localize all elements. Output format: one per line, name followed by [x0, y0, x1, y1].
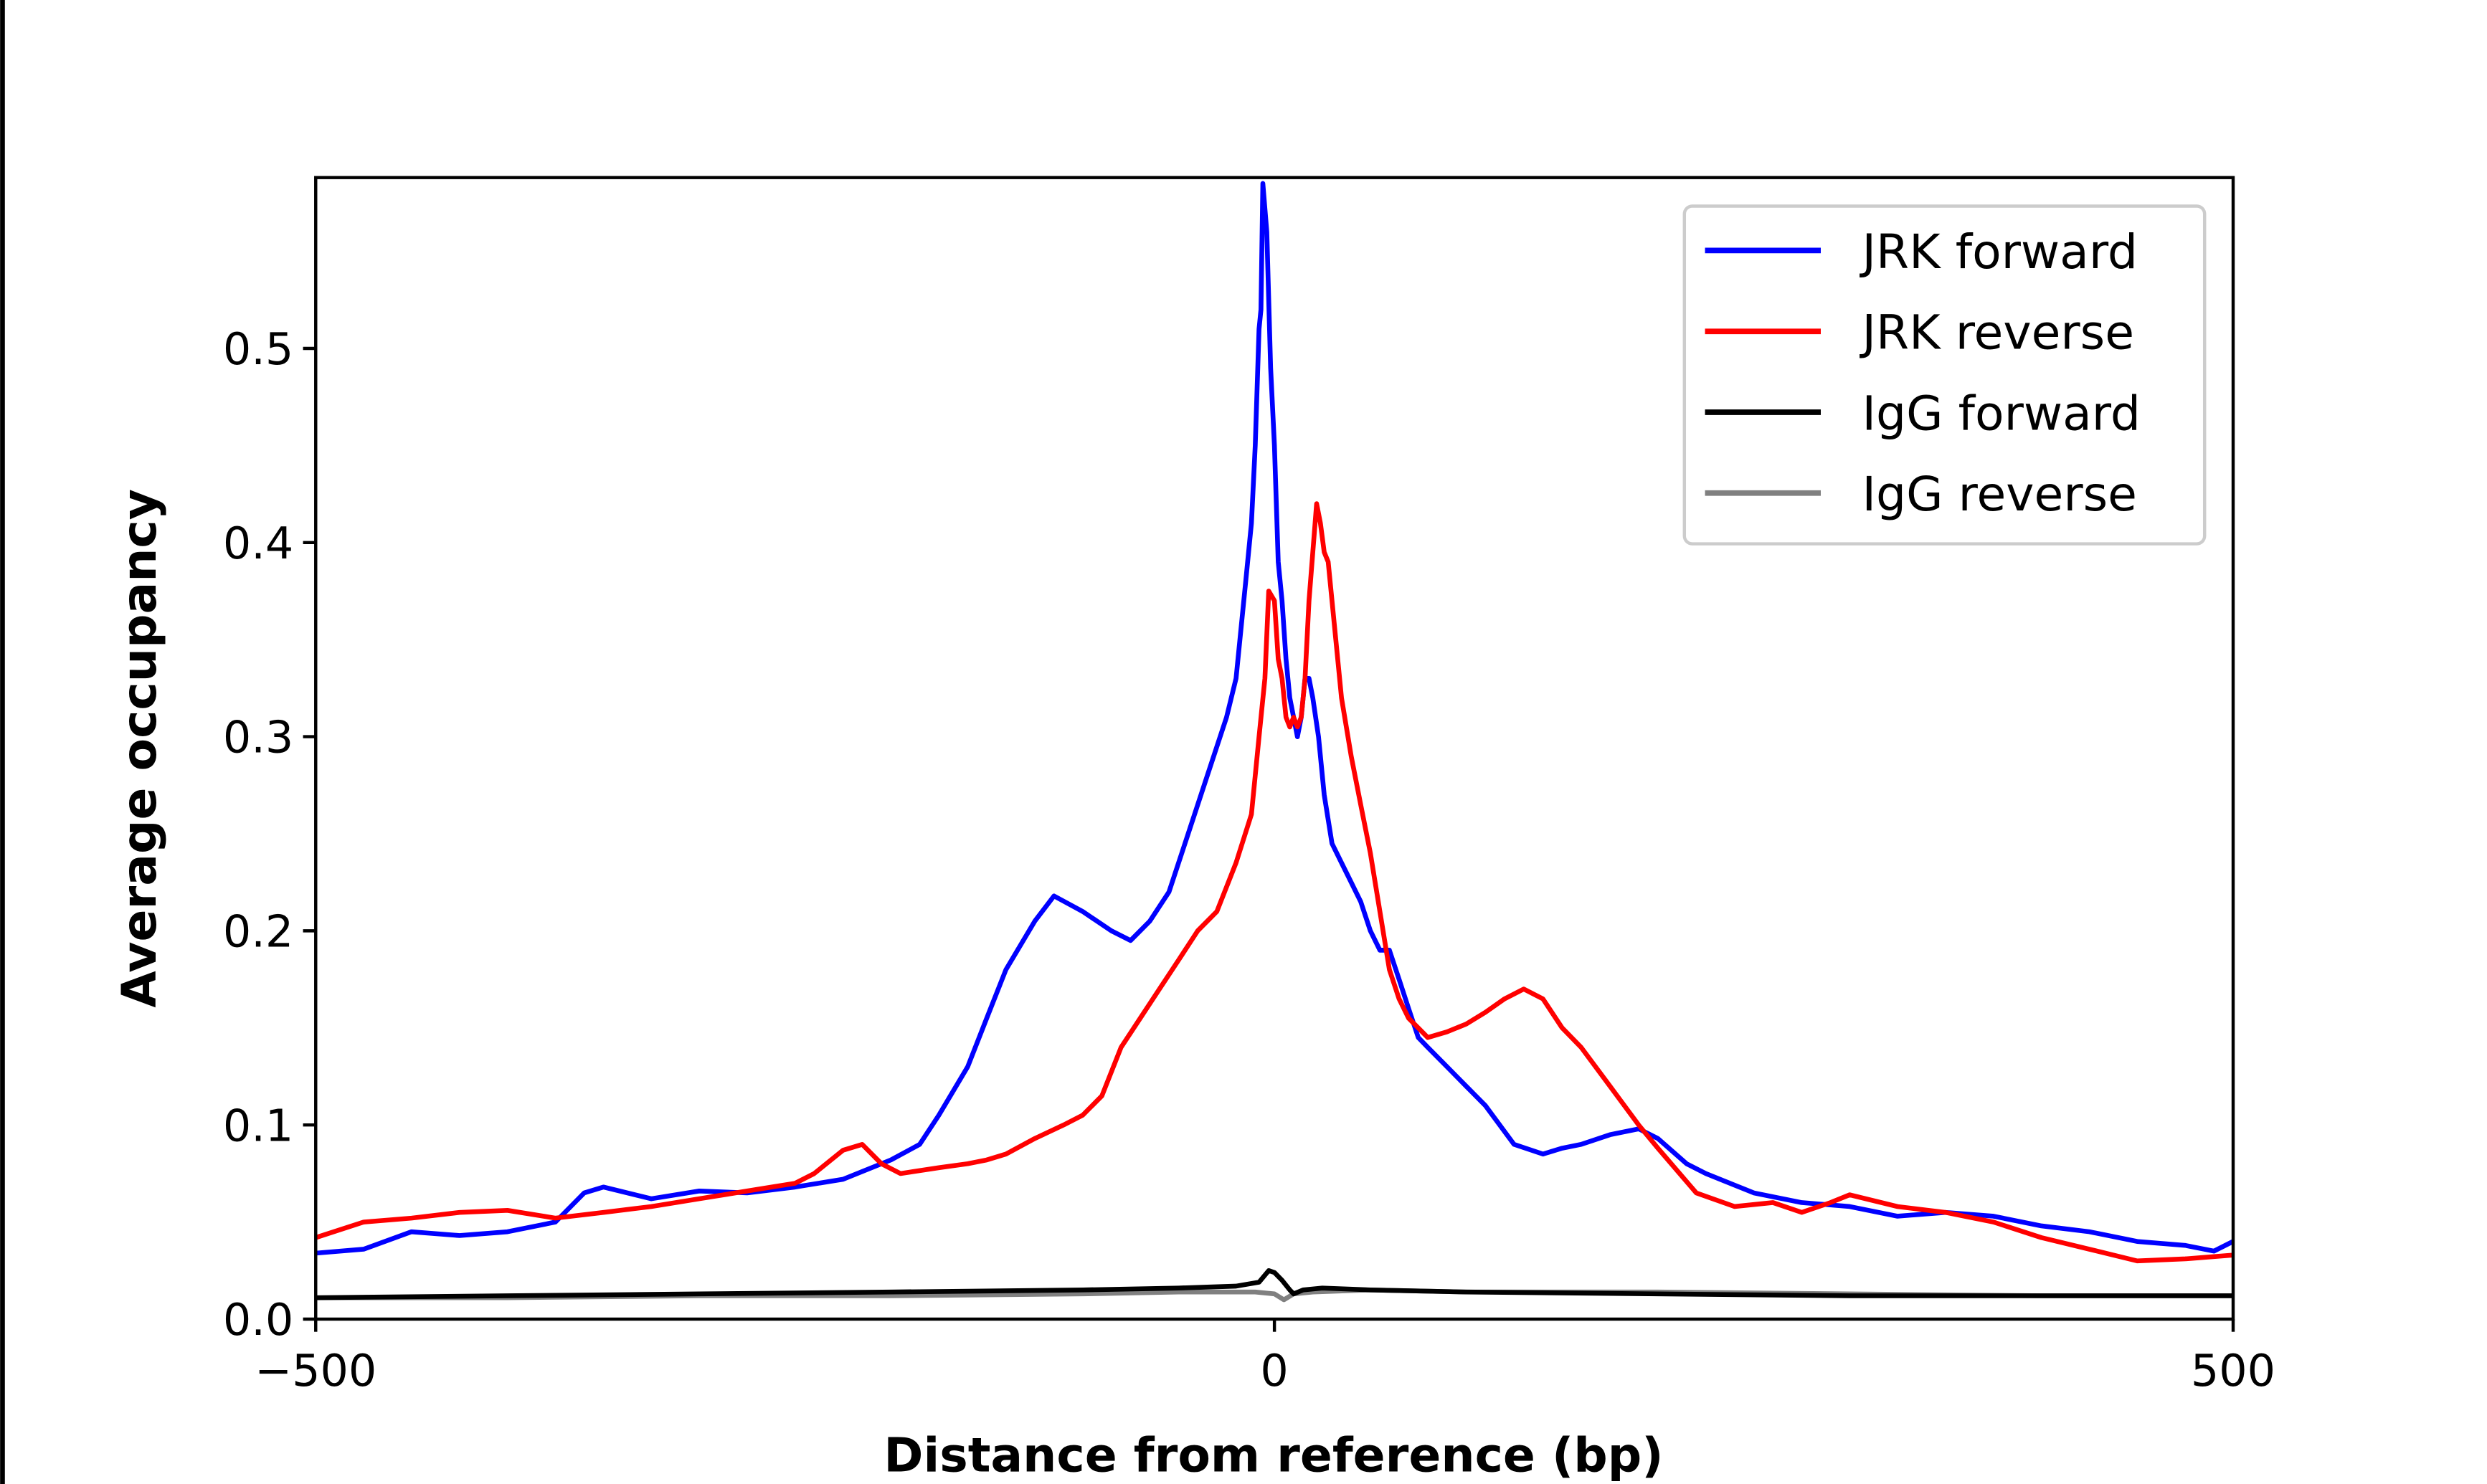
series-line-igg-forward [316, 1268, 2234, 1300]
y-tick-label: 0.2 [223, 906, 293, 958]
left-border [0, 0, 5, 1484]
x-tick-label: −500 [255, 1345, 376, 1397]
legend: JRK forward JRK reverse IgG forward IgG rev… [1682, 204, 2207, 546]
y-axis-ticks: 0.0 0.1 0.2 0.3 0.4 0.5 [223, 323, 316, 1346]
y-tick-label: 0.3 [223, 712, 293, 764]
y-tick-label: 0.1 [223, 1100, 293, 1151]
x-axis-label: Distance from reference (bp) [884, 1427, 1663, 1483]
y-axis-label: Average occupancy [111, 489, 167, 1008]
series-line-jrk-reverse [315, 501, 2234, 1264]
legend-label: JRK reverse [1860, 305, 2135, 361]
x-tick-label: 500 [2191, 1345, 2275, 1397]
legend-box [1682, 204, 2207, 546]
y-tick-label: 0.5 [223, 323, 293, 375]
y-tick-label: 0.4 [223, 518, 293, 569]
x-tick-label: 0 [1260, 1345, 1288, 1397]
legend-label: IgG forward [1862, 385, 2141, 441]
y-tick-label: 0.0 [223, 1294, 293, 1346]
legend-label: IgG reverse [1862, 466, 2137, 522]
series-line-jrk-forward [315, 181, 2235, 1256]
x-axis-ticks: −500 0 500 [255, 1319, 2275, 1397]
legend-label: JRK forward [1860, 224, 2138, 280]
series-lines [315, 181, 2235, 1303]
